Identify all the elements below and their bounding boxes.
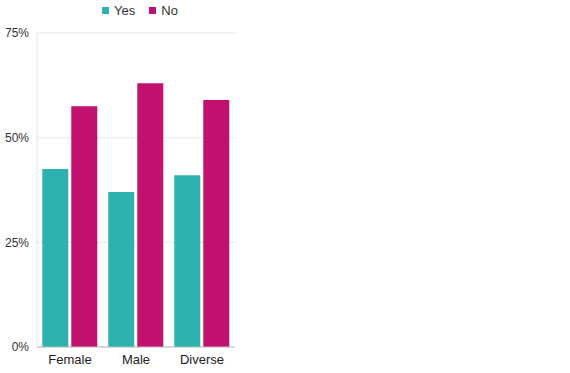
svg-text:25%: 25%	[8, 236, 29, 250]
svg-text:Female: Female	[48, 352, 91, 367]
svg-text:75%: 75%	[8, 26, 29, 40]
svg-text:50%: 50%	[8, 131, 29, 145]
svg-text:0%: 0%	[12, 340, 30, 354]
html-text:Yes: Yes	[114, 3, 136, 18]
svg-text:Male: Male	[122, 352, 150, 367]
html-text:No: No	[161, 3, 178, 18]
svg-text:Diverse: Diverse	[180, 352, 224, 367]
